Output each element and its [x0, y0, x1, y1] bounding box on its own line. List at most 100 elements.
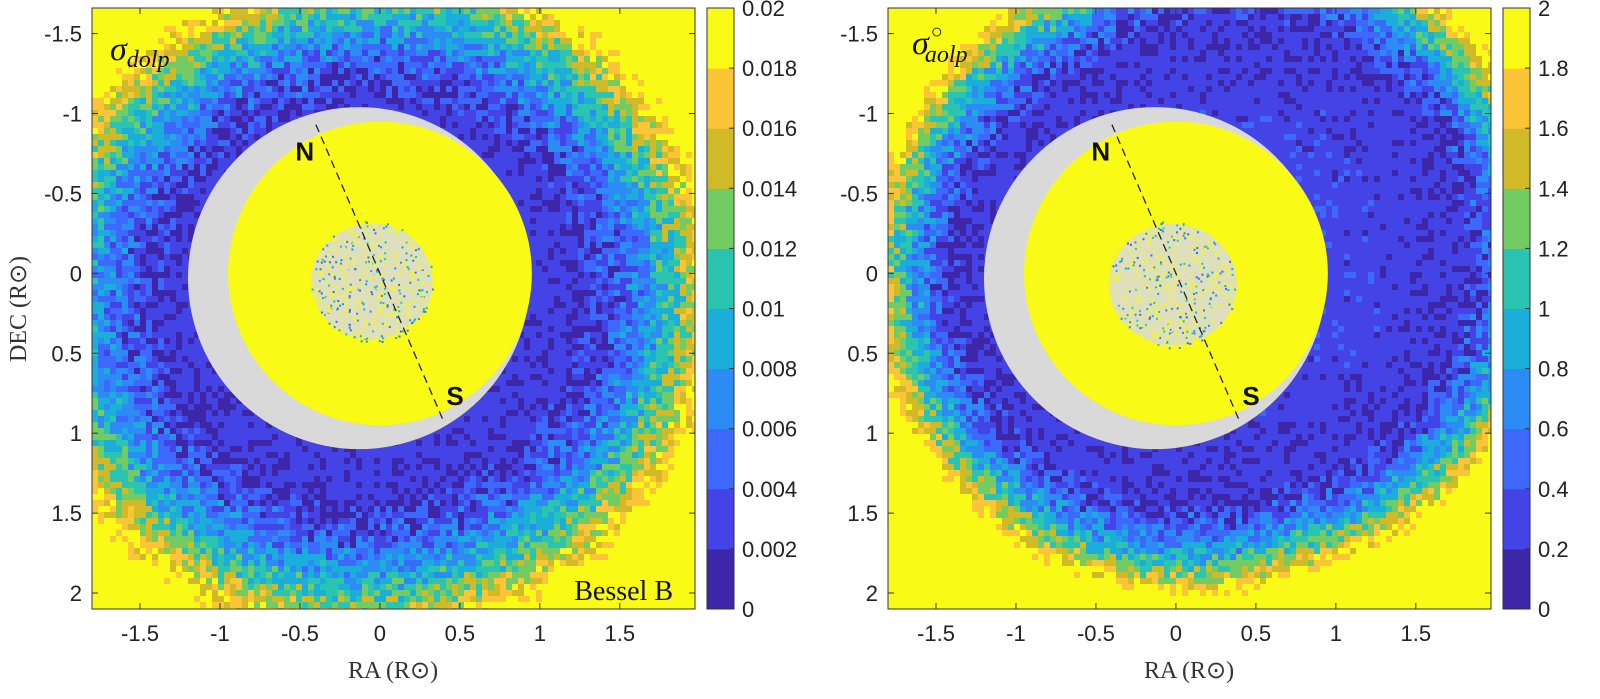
heatmap-cell [110, 290, 117, 297]
heatmap-cell [110, 80, 117, 87]
heatmap-cell [236, 56, 243, 63]
heatmap-cell [596, 92, 603, 99]
heatmap-cell [596, 224, 603, 231]
heatmap-cell [494, 62, 501, 69]
heatmap-cell [590, 188, 597, 195]
heatmap-cell [548, 230, 555, 237]
heatmap-cell [224, 92, 231, 99]
heatmap-cell [290, 68, 297, 75]
heatmap-cell [668, 104, 675, 111]
heatmap-cell [536, 170, 543, 177]
heatmap-cell [416, 110, 423, 117]
heatmap-cell [338, 92, 345, 99]
heatmap-cell [446, 62, 453, 69]
heatmap-cell [614, 254, 621, 261]
heatmap-cell [314, 98, 321, 105]
heatmap-cell [422, 56, 429, 63]
heatmap-cell [476, 134, 483, 141]
heatmap-cell [614, 248, 621, 255]
heatmap-cell [368, 74, 375, 81]
heatmap-cell [110, 188, 117, 195]
heatmap-cell [482, 122, 489, 129]
heatmap-cell [680, 128, 687, 135]
heatmap-cell [548, 110, 555, 117]
heatmap-cell [566, 38, 573, 45]
heatmap-cell [260, 116, 267, 123]
heatmap-cell [200, 128, 207, 135]
heatmap-cell [92, 134, 99, 141]
heatmap-cell [554, 218, 561, 225]
heatmap-cell [650, 44, 657, 51]
heatmap-cell [146, 128, 153, 135]
heatmap-cell [506, 62, 513, 69]
heatmap-cell [632, 38, 639, 45]
heatmap-cell [164, 224, 171, 231]
heatmap-cell [188, 116, 195, 123]
heatmap-cell [656, 92, 663, 99]
heatmap-cell [188, 86, 195, 93]
heatmap-cell [110, 302, 117, 309]
heatmap-cell [212, 56, 219, 63]
heatmap-cell [236, 128, 243, 135]
heatmap-cell [104, 212, 111, 219]
heatmap-cell [650, 296, 657, 303]
heatmap-cell [92, 200, 99, 207]
heatmap-cell [542, 242, 549, 249]
heatmap-cell [194, 164, 201, 171]
heatmap-cell [146, 140, 153, 147]
heatmap-cell [638, 8, 645, 15]
heatmap-cell [314, 20, 321, 27]
heatmap-cell [152, 38, 159, 45]
heatmap-cell [170, 56, 177, 63]
heatmap-cell [554, 116, 561, 123]
heatmap-cell [416, 68, 423, 75]
heatmap-cell [386, 50, 393, 57]
heatmap-cell [662, 224, 669, 231]
heatmap-cell [182, 176, 189, 183]
heatmap-cell [680, 272, 687, 279]
heatmap-cell [110, 200, 117, 207]
heatmap-cell [230, 44, 237, 51]
heatmap-cell [338, 86, 345, 93]
heatmap-cell [320, 62, 327, 69]
heatmap-cell [692, 260, 695, 267]
heatmap-cell [158, 74, 165, 81]
heatmap-cell [548, 272, 555, 279]
heatmap-cell [134, 26, 141, 33]
heatmap-cell [434, 56, 441, 63]
heatmap-cell [152, 86, 159, 93]
heatmap-cell [122, 122, 129, 129]
heatmap-cell [116, 218, 123, 225]
heatmap-cell [686, 140, 693, 147]
heatmap-cell [428, 104, 435, 111]
heatmap-cell [578, 32, 585, 39]
heatmap-cell [116, 80, 123, 87]
heatmap-cell [134, 38, 141, 45]
heatmap-cell [434, 32, 441, 39]
heatmap-cell [614, 200, 621, 207]
heatmap-cell [170, 182, 177, 189]
heatmap-cell [122, 44, 129, 51]
heatmap-cell [596, 122, 603, 129]
heatmap-cell [242, 122, 249, 129]
heatmap-cell [164, 212, 171, 219]
heatmap-cell [572, 44, 579, 51]
heatmap-cell [620, 110, 627, 117]
heatmap-cell [338, 98, 345, 105]
heatmap-cell [578, 272, 585, 279]
heatmap-cell [602, 86, 609, 93]
heatmap-cell [614, 86, 621, 93]
heatmap-cell [428, 98, 435, 105]
heatmap-cell [614, 8, 621, 15]
heatmap-cell [674, 44, 681, 51]
heatmap-cell [152, 242, 159, 249]
heatmap-cell [338, 80, 345, 87]
heatmap-cell [680, 140, 687, 147]
heatmap-cell [386, 14, 393, 21]
heatmap-cell [206, 164, 213, 171]
heatmap-cell [116, 32, 123, 39]
heatmap-cell [188, 140, 195, 147]
heatmap-cell [566, 266, 573, 273]
heatmap-cell [206, 38, 213, 45]
heatmap-cell [608, 146, 615, 153]
